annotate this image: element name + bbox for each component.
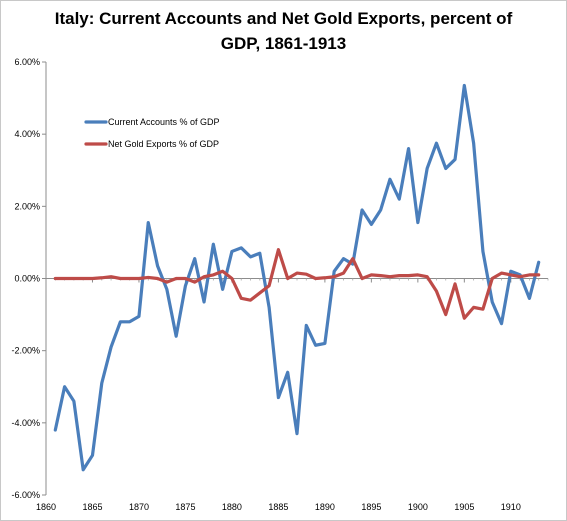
- x-tick-label: 1875: [175, 502, 195, 512]
- x-tick-label: 1860: [36, 502, 56, 512]
- current-accounts-series-line: [53, 83, 541, 472]
- x-tick-label: 1865: [82, 502, 102, 512]
- y-tick-label: 0.00%: [14, 274, 40, 284]
- chart-title-line-1: Italy: Current Accounts and Net Gold Exp…: [54, 9, 513, 28]
- x-tick-label: 1890: [315, 502, 335, 512]
- x-tick-label: 1880: [222, 502, 242, 512]
- y-tick-label: -2.00%: [11, 346, 40, 356]
- y-tick-label: 2.00%: [14, 201, 40, 211]
- x-tick-label: 1885: [268, 502, 288, 512]
- x-tick-label: 1910: [501, 502, 521, 512]
- y-tick-label: 6.00%: [14, 57, 40, 67]
- legend-label-net-gold-exports: Net Gold Exports % of GDP: [108, 139, 219, 149]
- x-tick-label: 1900: [408, 502, 428, 512]
- x-tick-label: 1905: [454, 502, 474, 512]
- legend-label-current-accounts: Current Accounts % of GDP: [108, 117, 220, 127]
- net-gold-exports-series-line: [53, 248, 541, 320]
- chart-title-line-2: GDP, 1861-1913: [220, 34, 347, 53]
- y-tick-label: -4.00%: [11, 418, 40, 428]
- y-tick-label: -6.00%: [11, 490, 40, 500]
- x-tick-label: 1895: [361, 502, 381, 512]
- x-tick-label: 1870: [129, 502, 149, 512]
- y-tick-label: 4.00%: [14, 129, 40, 139]
- chart-title: Italy: Current Accounts and Net Gold Exp…: [0, 6, 567, 56]
